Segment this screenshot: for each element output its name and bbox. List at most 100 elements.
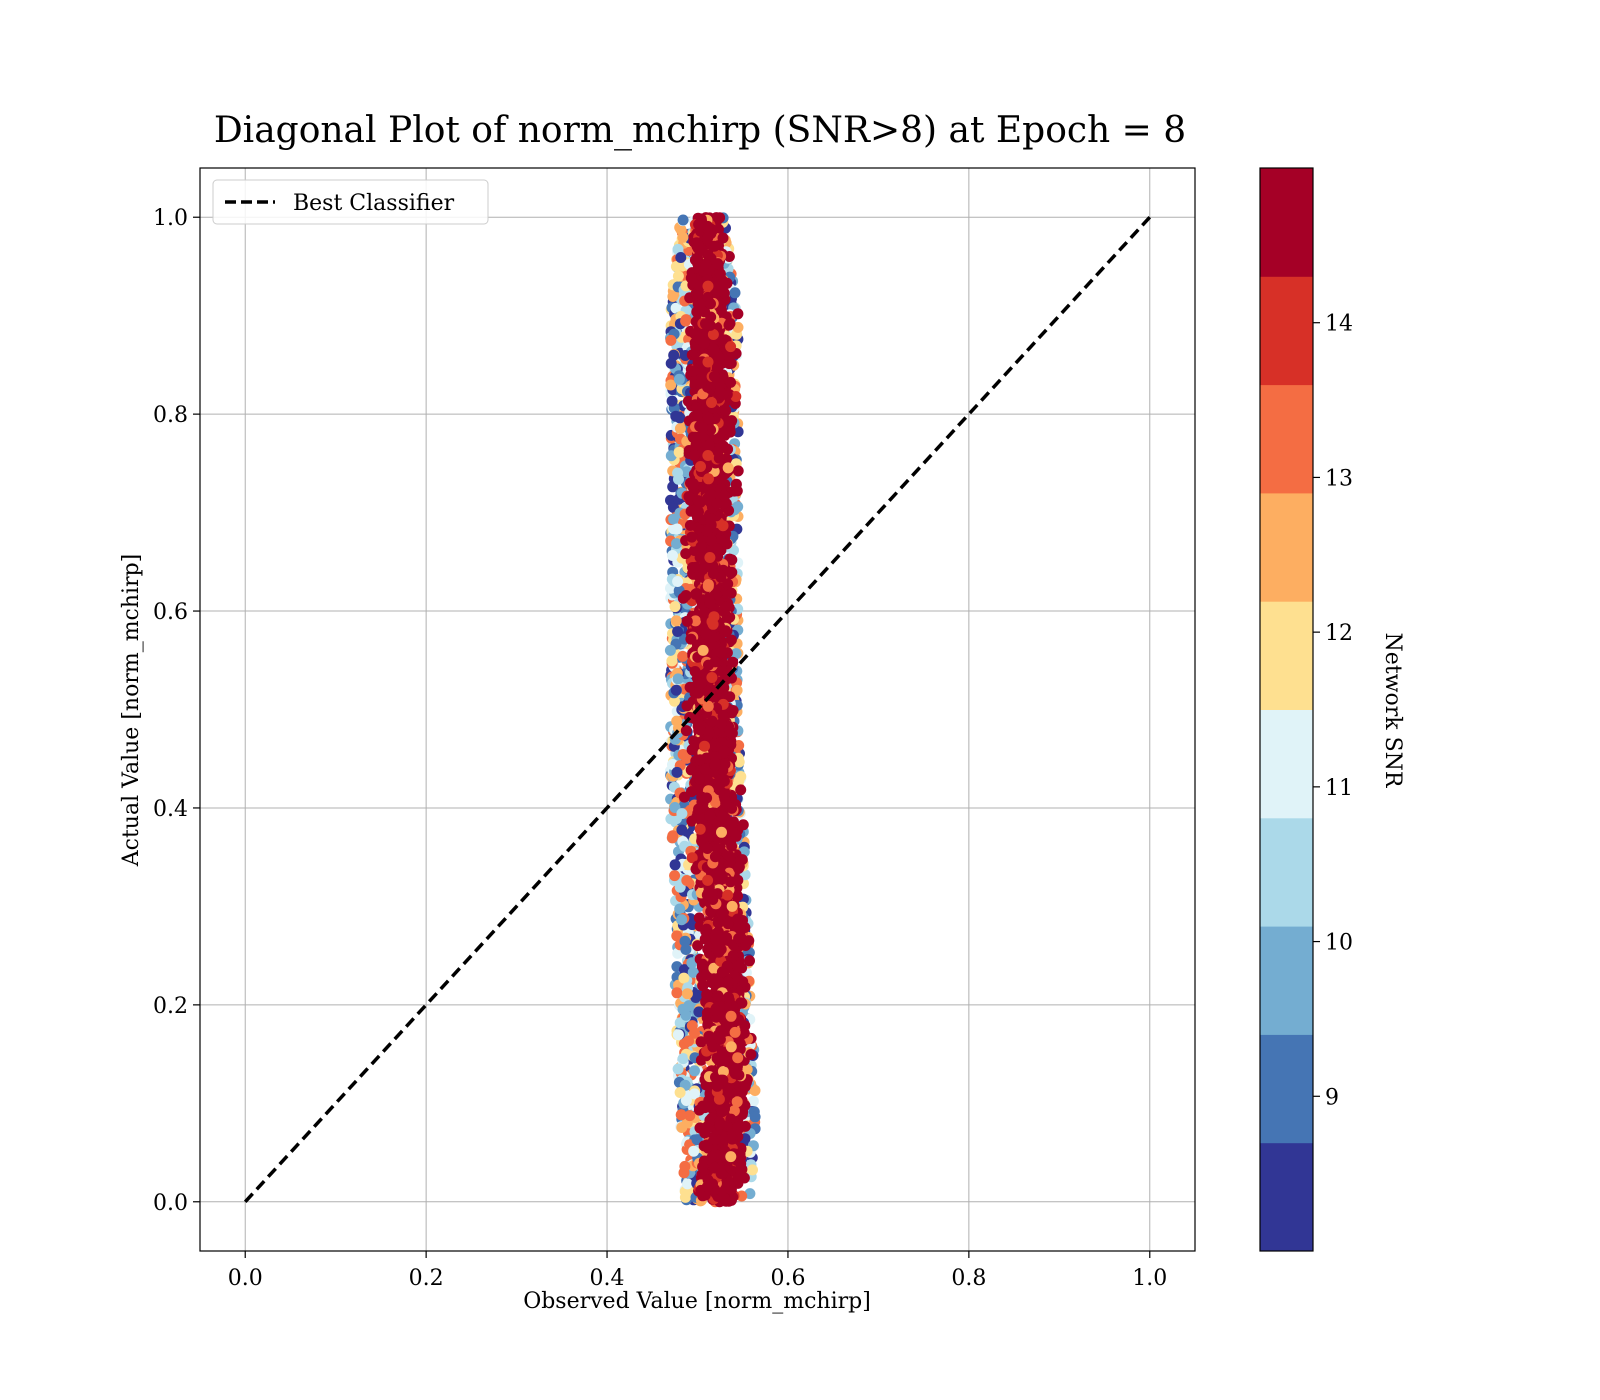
scatter-point bbox=[694, 823, 706, 835]
scatter-point bbox=[735, 997, 747, 1009]
scatter-point bbox=[693, 803, 705, 815]
scatter-point bbox=[694, 773, 705, 785]
scatter-point bbox=[669, 695, 680, 707]
scatter-point bbox=[700, 318, 711, 330]
scatter-point bbox=[716, 334, 728, 346]
scatter-point bbox=[695, 376, 707, 388]
scatter-point bbox=[698, 337, 710, 349]
scatter-point bbox=[703, 413, 715, 425]
scatter-point bbox=[711, 1080, 723, 1092]
scatter-point bbox=[731, 1096, 743, 1108]
scatter-point bbox=[721, 601, 732, 613]
scatter-point bbox=[680, 944, 692, 955]
scatter-point bbox=[701, 1100, 712, 1112]
scatter-point bbox=[700, 628, 712, 640]
scatter-point bbox=[671, 987, 683, 999]
scatter-point bbox=[687, 431, 699, 443]
scatter-point bbox=[665, 357, 677, 369]
scatter-point bbox=[670, 302, 682, 314]
scatter-point bbox=[716, 826, 727, 838]
scatter-point bbox=[713, 946, 725, 958]
scatter-point bbox=[708, 962, 720, 974]
scatter-point bbox=[729, 1068, 741, 1080]
scatter-points bbox=[664, 212, 761, 1208]
scatter-point bbox=[726, 1133, 738, 1145]
scatter-point bbox=[732, 465, 744, 477]
scatter-point bbox=[699, 740, 710, 752]
scatter-point bbox=[675, 252, 687, 263]
scatter-point bbox=[695, 541, 707, 553]
scatter-point bbox=[690, 992, 702, 1003]
scatter-point bbox=[665, 379, 677, 391]
scatter-point bbox=[699, 306, 711, 318]
scatter-point bbox=[724, 317, 736, 329]
scatter-point bbox=[689, 666, 701, 677]
scatter-point bbox=[679, 1191, 691, 1203]
scatter-point bbox=[715, 646, 727, 658]
scatter-point bbox=[714, 1118, 726, 1130]
scatter-point bbox=[726, 554, 738, 566]
scatter-point bbox=[684, 1110, 696, 1122]
scatter-point bbox=[703, 592, 715, 604]
scatter-point bbox=[706, 1151, 718, 1163]
scatter-point bbox=[709, 759, 721, 771]
scatter-point bbox=[717, 1066, 729, 1077]
scatter-point bbox=[706, 397, 717, 408]
scatter-point bbox=[712, 917, 724, 929]
scatter-point bbox=[722, 918, 734, 930]
scatter-point bbox=[666, 655, 678, 667]
scatter-point bbox=[669, 601, 681, 613]
scatter-point bbox=[704, 552, 716, 563]
scatter-point bbox=[725, 876, 736, 888]
scatter-point bbox=[725, 1151, 737, 1163]
scatter-point bbox=[673, 373, 685, 385]
scatter-point bbox=[683, 1035, 695, 1047]
scatter-point bbox=[724, 850, 736, 862]
scatter-point bbox=[687, 365, 699, 377]
scatter-point bbox=[689, 1088, 700, 1100]
scatter-point bbox=[745, 1049, 757, 1060]
scatter-point bbox=[718, 287, 730, 299]
scatter-point bbox=[703, 439, 715, 451]
scatter-point bbox=[685, 764, 697, 776]
scatter-point bbox=[729, 1026, 741, 1038]
plot-area: 0.0 0.2 0.4 0.6 0.8 1.0 0.00.20.40.60.81.0 bbox=[153, 167, 1196, 1291]
scatter-point bbox=[674, 423, 686, 434]
scatter-point bbox=[703, 1030, 715, 1042]
scatter-point bbox=[698, 481, 710, 493]
scatter-point bbox=[712, 446, 724, 458]
scatter-point bbox=[736, 1190, 748, 1202]
scatter-point bbox=[702, 874, 714, 886]
scatter-point bbox=[686, 786, 697, 798]
scatter-point bbox=[688, 450, 700, 461]
scatter-point bbox=[713, 976, 725, 988]
scatter-point bbox=[729, 287, 741, 299]
scatter-point bbox=[694, 754, 706, 766]
scatter-point bbox=[747, 1164, 758, 1176]
scatter-point bbox=[683, 1000, 695, 1012]
scatter-point bbox=[666, 395, 678, 407]
scatter-point bbox=[699, 1127, 711, 1139]
scatter-point bbox=[669, 859, 681, 871]
scatter-point bbox=[688, 1145, 700, 1157]
scatter-point bbox=[671, 766, 683, 778]
scatter-point bbox=[719, 490, 730, 502]
scatter-point bbox=[697, 1161, 709, 1173]
scatter-point bbox=[700, 258, 712, 270]
scatter-point bbox=[692, 940, 704, 952]
scatter-point bbox=[725, 1010, 737, 1022]
scatter-point bbox=[735, 771, 747, 782]
scatter-point bbox=[676, 1122, 688, 1133]
scatter-point bbox=[712, 362, 723, 374]
scatter-point bbox=[735, 784, 747, 796]
scatter-point bbox=[672, 1063, 684, 1075]
scatter-point bbox=[715, 1168, 727, 1179]
scatter-point bbox=[680, 1009, 692, 1021]
scatter-point bbox=[674, 881, 686, 893]
scatter-point bbox=[691, 588, 703, 599]
scatter-point bbox=[671, 538, 682, 550]
scatter-point bbox=[731, 684, 743, 696]
scatter-point bbox=[728, 1105, 740, 1117]
scatter-point bbox=[702, 579, 714, 590]
